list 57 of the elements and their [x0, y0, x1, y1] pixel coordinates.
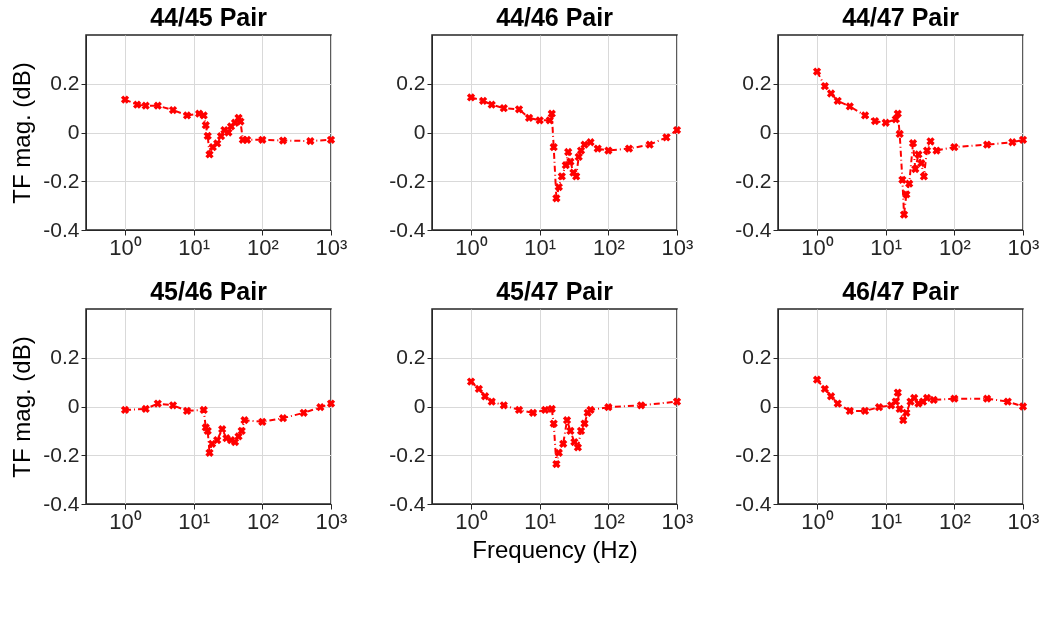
x-tick-label: 10² — [246, 508, 279, 534]
y-tick-label: 0 — [67, 394, 80, 417]
x-tick-label: 10⁰ — [801, 508, 834, 534]
y-tick-label: -0.4 — [43, 217, 80, 241]
x-tick-label: 10² — [938, 508, 971, 534]
y-tick-label: 0 — [759, 394, 772, 417]
y-tick-label: -0.2 — [43, 168, 80, 192]
y-tick-label: 0 — [759, 120, 772, 143]
x-tick-label: 10⁰ — [455, 234, 488, 260]
x-tick-label: 10⁰ — [109, 508, 142, 534]
y-tick-label: 0.2 — [742, 345, 772, 369]
y-tick-label: -0.2 — [43, 442, 80, 466]
x-tick-label: 10¹ — [178, 508, 211, 534]
x-tick-label: 10¹ — [524, 234, 557, 260]
chart-title: 44/46 Pair — [496, 3, 614, 31]
y-tick-label: 0 — [413, 120, 426, 143]
y-tick-label: 0.2 — [742, 71, 772, 95]
y-tick-label: 0 — [413, 394, 426, 417]
x-tick-label: 10³ — [315, 234, 348, 260]
y-tick-label: -0.2 — [389, 442, 426, 466]
chart-title: 45/47 Pair — [496, 277, 614, 305]
y-tick-label: 0.2 — [396, 345, 426, 369]
y-tick-label: 0 — [67, 120, 80, 143]
y-tick-label: -0.4 — [43, 491, 80, 515]
x-tick-label: 10⁰ — [455, 508, 488, 534]
y-tick-label: -0.4 — [735, 491, 772, 515]
x-tick-label: 10² — [246, 234, 279, 260]
x-tick-label: 10⁰ — [109, 234, 142, 260]
y-axis-title: TF mag. (dB) — [8, 62, 36, 204]
y-tick-label: -0.2 — [735, 168, 772, 192]
x-tick-label: 10⁰ — [801, 234, 834, 260]
y-axis-title: TF mag. (dB) — [8, 336, 36, 478]
x-tick-label: 10¹ — [524, 508, 557, 534]
x-axis-title: Frequency (Hz) — [472, 535, 638, 563]
x-tick-label: 10³ — [1007, 508, 1040, 534]
y-tick-label: -0.4 — [389, 217, 426, 241]
x-tick-label: 10³ — [1007, 234, 1040, 260]
chart-title: 44/45 Pair — [150, 3, 268, 31]
x-tick-label: 10² — [938, 234, 971, 260]
x-tick-label: 10² — [592, 234, 625, 260]
chart-title: 46/47 Pair — [842, 277, 960, 305]
y-tick-label: -0.4 — [389, 491, 426, 515]
y-tick-label: 0.2 — [50, 345, 80, 369]
x-tick-label: 10¹ — [870, 234, 903, 260]
x-tick-label: 10³ — [661, 508, 694, 534]
y-tick-label: -0.2 — [735, 442, 772, 466]
y-tick-label: 0.2 — [396, 71, 426, 95]
x-tick-label: 10¹ — [178, 234, 211, 260]
chart-title: 45/46 Pair — [150, 277, 268, 305]
x-tick-label: 10¹ — [870, 508, 903, 534]
chart-title: 44/47 Pair — [842, 3, 960, 31]
x-tick-label: 10³ — [661, 234, 694, 260]
y-tick-label: 0.2 — [50, 71, 80, 95]
x-tick-label: 10³ — [315, 508, 348, 534]
x-tick-label: 10² — [592, 508, 625, 534]
y-tick-label: -0.4 — [735, 217, 772, 241]
y-tick-label: -0.2 — [389, 168, 426, 192]
